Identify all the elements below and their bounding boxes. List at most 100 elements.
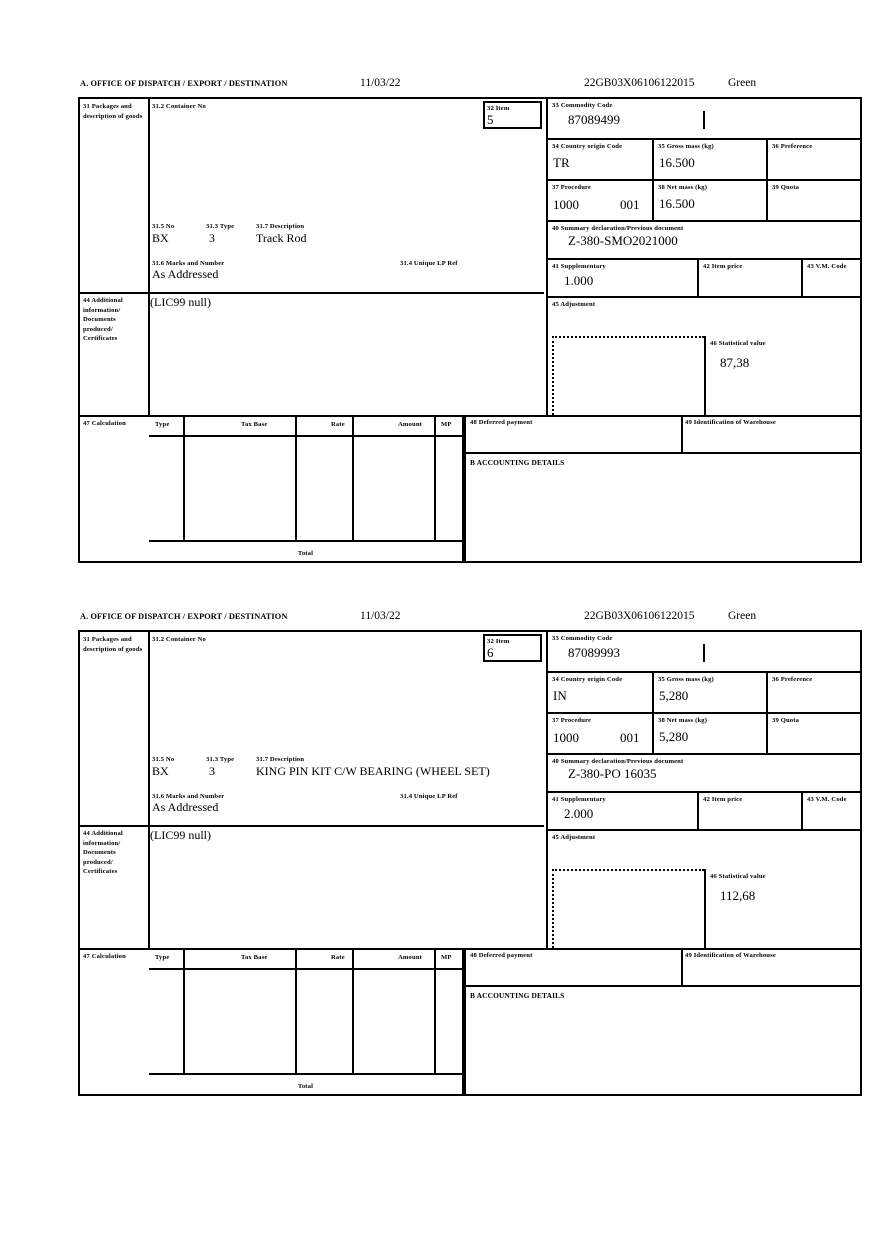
- divider-35-36: [766, 673, 768, 712]
- accounting-details-label: B ACCOUNTING DETAILS: [470, 991, 565, 1000]
- field-45-row: 45 Adjustment: [548, 831, 860, 869]
- goods-description-value: KING PIN KIT C/W BEARING (WHEEL SET): [256, 764, 490, 778]
- dotted-divider-vertical: [552, 336, 554, 415]
- net-mass-value: 16.500: [659, 196, 695, 211]
- divider-48-49: [681, 415, 683, 452]
- calc-total-label: Total: [297, 1083, 314, 1090]
- field-34-country-origin: 34 Country origin Code IN: [548, 673, 652, 712]
- field-34-label: 34 Country origin Code: [552, 676, 623, 683]
- calc-body-divider-1: [183, 437, 185, 540]
- commodity-code-separator-tick: [703, 111, 705, 129]
- field-41-43-row: 41 Supplementary 2.000 42 Item price 43 …: [548, 793, 860, 831]
- packages-no-value: BX: [152, 231, 169, 245]
- field-43-label: 43 V.M. Code: [807, 263, 847, 270]
- calculation-table: Type Tax Base Rate Amount MP: [149, 415, 464, 561]
- field-31-2-label: 31.2 Container No: [152, 636, 206, 643]
- field-43-vm-code: 43 V.M. Code: [803, 793, 860, 829]
- field-38-net-mass: 38 Net mass (kg) 5,280: [654, 714, 766, 753]
- field-41-label: 41 Supplementary: [552, 263, 606, 270]
- calc-col-rate-header: Rate: [331, 421, 345, 428]
- calc-divider-2: [295, 415, 297, 435]
- statistical-value-amount: 87,38: [720, 355, 750, 370]
- field-32-item-box: 32 Item 5: [483, 101, 542, 129]
- field-31-3-label: 31.3 Type: [206, 223, 235, 230]
- calculation-header-row: Type Tax Base Rate Amount MP: [149, 415, 462, 437]
- dotted-divider-horizontal: [552, 336, 704, 338]
- field-45-adjustment: 45 Adjustment: [548, 831, 860, 869]
- field-31-6-label: 31.6 Marks and Number: [152, 793, 225, 800]
- divider-42-43: [801, 260, 803, 296]
- field-42-item-price: 42 Item price: [699, 793, 801, 829]
- calc-col-amount-header: Amount: [398, 421, 422, 428]
- packages-no-value: BX: [152, 764, 169, 778]
- divider-41-42: [697, 260, 699, 296]
- declaration-date: 11/03/22: [360, 77, 401, 89]
- field-34-36-row: 34 Country origin Code IN 35 Gross mass …: [548, 673, 860, 714]
- dotted-divider-vertical: [552, 869, 554, 948]
- field-34-label: 34 Country origin Code: [552, 143, 623, 150]
- customs-route: Green: [728, 610, 757, 622]
- field-46-label: 46 Statistical value: [710, 873, 766, 880]
- field-34-country-origin: 34 Country origin Code TR: [548, 140, 652, 179]
- customs-route: Green: [728, 77, 757, 89]
- field-40-row: 40 Summary declaration/Previous document…: [548, 222, 860, 260]
- movement-reference-number: 22GB03X06106122015: [584, 610, 695, 622]
- field-42-label: 42 Item price: [703, 263, 743, 270]
- marks-and-number-value: As Addressed: [152, 267, 219, 281]
- field-37-label: 37 Procedure: [552, 717, 592, 724]
- calc-col-type-header: Type: [155, 954, 170, 961]
- field-32-item-box: 32 Item 6: [483, 634, 542, 662]
- field-46-row: 46 Statistical value 112,68: [548, 869, 860, 948]
- calculation-table: Type Tax Base Rate Amount MP: [149, 948, 464, 1094]
- office-of-dispatch-label: A. OFFICE OF DISPATCH / EXPORT / DESTINA…: [80, 79, 288, 88]
- field-46-statistical-value: 46 Statistical value 87,38: [704, 336, 860, 415]
- field-35-gross-mass: 35 Gross mass (kg) 16.500: [654, 140, 766, 179]
- field-33-row: 33 Commodity Code 87089993: [548, 632, 860, 673]
- field-33-commodity-code: 33 Commodity Code 87089499: [548, 99, 860, 138]
- field-34-36-row: 34 Country origin Code TR 35 Gross mass …: [548, 140, 860, 181]
- field-48-49-row: 48 Deferred payment 49 Identification of…: [466, 948, 860, 987]
- calc-divider-3: [352, 415, 354, 435]
- sad-form-item-6: A. OFFICE OF DISPATCH / EXPORT / DESTINA…: [78, 610, 862, 1096]
- field-32-label: 32 Item: [487, 638, 510, 645]
- field-39-quota: 39 Quota: [768, 181, 860, 220]
- calc-body-divider-2: [295, 970, 297, 1073]
- previous-document-value: Z-380-SMO2021000: [568, 233, 678, 248]
- divider-37-38: [652, 714, 654, 753]
- divider-31-44: [80, 825, 544, 827]
- field-38-label: 38 Net mass (kg): [658, 717, 708, 724]
- divider-48-49: [681, 948, 683, 985]
- divider-38-39: [766, 714, 768, 753]
- calc-col-amount-header: Amount: [398, 954, 422, 961]
- field-33-label: 33 Commodity Code: [552, 635, 613, 642]
- form-body: 31 Packages and description of goods 31.…: [78, 99, 862, 563]
- field-36-preference: 36 Preference: [768, 140, 860, 179]
- calculation-body-rows: [149, 970, 462, 1075]
- calc-divider-2: [295, 948, 297, 968]
- field-37-39-row: 37 Procedure 1000 001 38 Net mass (kg) 1…: [548, 181, 860, 222]
- additional-information-value: (LIC99 null): [150, 295, 211, 309]
- field-40-previous-document: 40 Summary declaration/Previous document…: [548, 222, 860, 258]
- calc-body-divider-4: [434, 437, 436, 540]
- divider-41-42: [697, 793, 699, 829]
- statistical-value-amount: 112,68: [720, 888, 756, 903]
- field-42-item-price: 42 Item price: [699, 260, 801, 296]
- divider-31-44: [80, 292, 544, 294]
- divider-34-35: [652, 673, 654, 712]
- field-32-label: 32 Item: [487, 105, 510, 112]
- field-48-49-row: 48 Deferred payment 49 Identification of…: [466, 415, 860, 454]
- country-origin-code-value: IN: [553, 688, 567, 703]
- field-49-label: 49 Identification of Warehouse: [685, 952, 776, 959]
- field-44-label: 44 Additional information/ Documents pro…: [83, 297, 123, 342]
- form-header: A. OFFICE OF DISPATCH / EXPORT / DESTINA…: [78, 610, 862, 632]
- form-body: 31 Packages and description of goods 31.…: [78, 632, 862, 1096]
- field-39-label: 39 Quota: [772, 184, 800, 191]
- field-48-49-block: 48 Deferred payment 49 Identification of…: [464, 415, 860, 561]
- calc-body-divider-4: [434, 970, 436, 1073]
- calc-body-divider-1: [183, 970, 185, 1073]
- field-46-label: 46 Statistical value: [710, 340, 766, 347]
- previous-document-value: Z-380-PO 16035: [568, 766, 657, 781]
- calculation-header-row: Type Tax Base Rate Amount MP: [149, 948, 462, 970]
- field-33-commodity-code: 33 Commodity Code 87089993: [548, 632, 860, 671]
